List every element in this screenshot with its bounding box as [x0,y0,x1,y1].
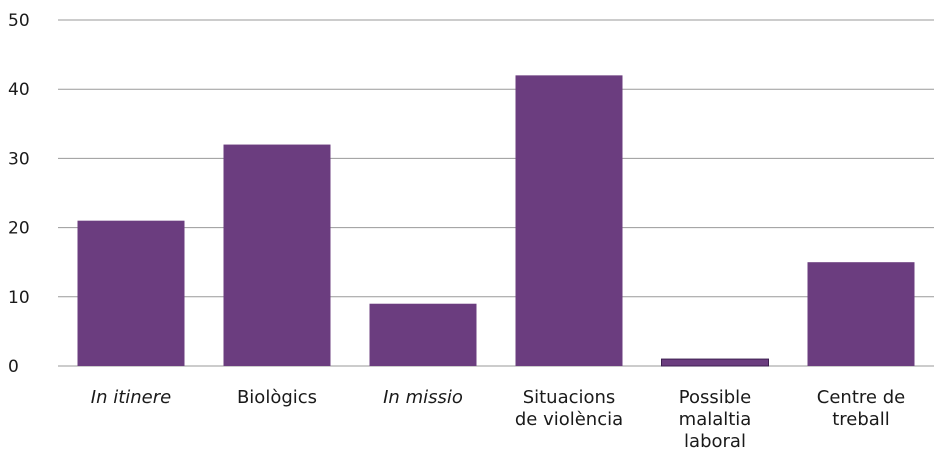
y-tick-label: 20 [8,219,30,239]
x-category-label-line: In missio [383,387,463,408]
bar [77,220,185,366]
x-category-label-line: Biològics [237,387,317,408]
x-category-label-line: treball [832,409,890,430]
gridlines [58,19,934,367]
bar [807,262,915,366]
x-category-label-line: laboral [684,431,746,452]
bar [661,358,769,367]
x-category-label: Possible malaltia laboral [679,387,752,452]
x-category-label: In missio [383,387,463,408]
x-category-label: Situacions de violència [515,387,623,430]
bars [77,75,915,367]
x-category-label: Centre de treball [817,387,905,430]
y-tick-label: 30 [8,149,30,169]
x-category-label-line: Situacions [523,387,616,408]
bar [223,144,331,366]
x-axis-category-labels: In itinere Biològics In missio Situacions de… [91,387,905,452]
bar [515,75,623,367]
x-category-label: In itinere [91,387,171,408]
x-category-label-line: In itinere [91,387,171,408]
x-category-label-line: de violència [515,409,623,430]
y-axis-tick-labels: 0 10 20 30 40 50 [8,11,30,377]
x-category-label-line: Centre de [817,387,905,408]
bar [369,303,477,366]
y-tick-label: 10 [8,288,30,308]
x-category-label-line: Possible [679,387,751,408]
y-tick-label: 0 [8,357,19,377]
y-tick-label: 50 [8,11,30,31]
y-tick-label: 40 [8,80,30,100]
x-category-label-line: malaltia [679,409,752,430]
x-category-label: Biològics [237,387,317,408]
